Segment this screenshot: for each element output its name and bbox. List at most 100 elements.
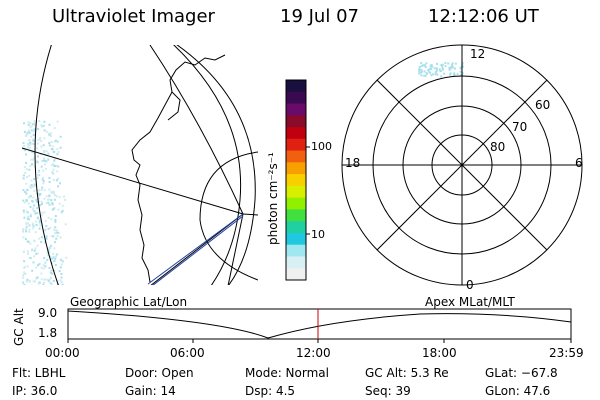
colorbar-label-10: 10 (311, 228, 325, 241)
aurora-pixel (51, 257, 54, 260)
aurora-pixel (430, 64, 433, 66)
aurora-pixel (31, 224, 34, 227)
timeline-x-tick-12: 12:00 (296, 346, 331, 360)
aurora-pixel (30, 129, 33, 132)
aurora-pixel (59, 279, 62, 282)
aurora-pixel (26, 222, 29, 225)
aurora-pixel (43, 197, 46, 200)
aurora-pixel (63, 195, 65, 198)
aurora-pixel (43, 120, 46, 123)
longitude-line-1 (22, 147, 244, 215)
aurora-pixel (49, 247, 52, 249)
aurora-pixel (43, 129, 46, 132)
aurora-pixel (36, 160, 39, 163)
aurora-pixel (57, 165, 60, 168)
aurora-pixel (451, 64, 453, 67)
aurora-pixel (29, 126, 32, 129)
aurora-pixel (449, 72, 452, 75)
aurora-pixel (28, 174, 31, 177)
aurora-pixel (50, 270, 52, 272)
aurora-pixel (51, 148, 54, 151)
aurora-pixel (54, 232, 57, 235)
aurora-pixel (38, 263, 41, 266)
aurora-pixel (440, 64, 443, 67)
aurora-pixel (56, 153, 59, 156)
aurora-pixel (28, 224, 31, 227)
aurora-pixel (30, 179, 33, 182)
aurora-pixel (50, 199, 53, 202)
aurora-pixel (444, 62, 447, 64)
aurora-pixel (55, 195, 58, 198)
status-filter: Flt: LBHL (12, 366, 66, 380)
aurora-pixel (453, 72, 456, 75)
aurora-pixel (38, 197, 41, 200)
aurora-pixel (34, 212, 37, 215)
aurora-pixel (65, 256, 68, 259)
aurora-pixel (23, 130, 26, 133)
aurora-pixel (29, 146, 31, 149)
aurora-pixel (23, 122, 25, 125)
aurora-pixel (37, 216, 39, 219)
colorbar-band (286, 162, 306, 175)
aurora-pixel (29, 213, 32, 216)
aurora-pixel (56, 120, 59, 123)
aurora-pixel (55, 237, 58, 240)
aurora-pixel (43, 211, 46, 214)
aurora-pixel (421, 64, 424, 67)
colorbar-band (286, 197, 306, 210)
aurora-pixel (47, 228, 50, 230)
aurora-pixel (54, 215, 57, 217)
aurora-pixel (45, 130, 48, 133)
aurora-pixel (31, 222, 34, 225)
aurora-pixel (54, 194, 56, 197)
aurora-pixel (51, 203, 54, 206)
aurora-pixel (26, 131, 29, 134)
aurora-pixel (47, 248, 50, 251)
aurora-pixel (22, 229, 25, 232)
colorbar-band (286, 185, 306, 199)
colorbar-frame (285, 79, 307, 281)
aurora-pixel (32, 196, 35, 199)
aurora-pixel (60, 272, 63, 275)
aurora-pixel (27, 121, 30, 124)
aurora-pixel (33, 178, 36, 180)
aurora-pixel (56, 140, 59, 143)
aurora-pixel (56, 164, 59, 167)
aurora-pixel (32, 185, 35, 188)
aurora-pixel (38, 221, 41, 224)
aurora-emission-right (418, 62, 464, 78)
mlt-label-0: 0 (466, 278, 474, 292)
aurora-pixel (43, 281, 45, 284)
colorbar-band (286, 103, 306, 116)
colorbar (286, 80, 306, 281)
aurora-pixel (38, 237, 41, 240)
colorbar-band (286, 209, 306, 222)
aurora-pixel (433, 67, 436, 70)
aurora-pixel (51, 145, 54, 148)
aurora-pixel (24, 172, 27, 174)
aurora-pixel (36, 244, 39, 247)
aurora-pixel (23, 166, 26, 169)
aurora-pixel (26, 188, 29, 191)
aurora-pixel (52, 172, 55, 175)
aurora-pixel (53, 260, 56, 262)
aurora-pixel (40, 272, 43, 275)
aurora-pixel (423, 64, 426, 67)
aurora-pixel (34, 247, 37, 250)
aurora-pixel (52, 235, 55, 238)
aurora-pixel (51, 269, 54, 272)
aurora-pixel (52, 252, 55, 255)
timeline-x-tick-18: 18:00 (422, 346, 457, 360)
aurora-pixel (25, 132, 28, 135)
aurora-pixel (58, 195, 61, 198)
aurora-pixel (22, 142, 25, 145)
aurora-pixel (50, 244, 53, 247)
apex-panel-label: Apex MLat/MLT (425, 295, 515, 309)
aurora-pixel (22, 250, 25, 253)
aurora-pixel (26, 176, 29, 179)
aurora-pixel (44, 220, 47, 222)
aurora-pixel (47, 158, 50, 161)
aurora-pixel (38, 227, 41, 230)
aurora-pixel (58, 202, 61, 205)
